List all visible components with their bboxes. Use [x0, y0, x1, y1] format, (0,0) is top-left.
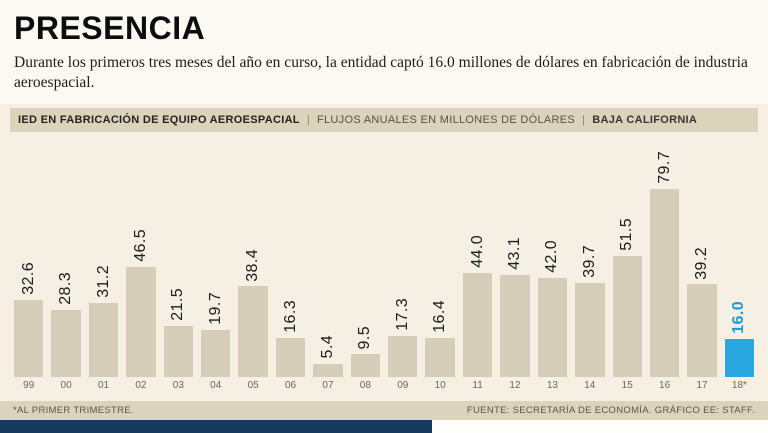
x-axis-label: 08 — [359, 379, 371, 391]
bar-value-label: 38.4 — [244, 248, 262, 282]
x-axis-label: 14 — [584, 379, 596, 391]
x-axis-label: 03 — [172, 379, 184, 391]
bar-value-label: 42.0 — [543, 240, 561, 273]
bar-value-label: 39.2 — [693, 246, 711, 280]
bar — [201, 330, 231, 377]
bar — [163, 326, 194, 377]
x-axis-label: 04 — [210, 379, 222, 391]
bar — [238, 286, 268, 377]
bar-column: 79.7 16 — [649, 151, 680, 393]
bar-value-label: 19.7 — [206, 292, 224, 326]
bottom-row — [0, 420, 768, 433]
bar — [649, 189, 680, 377]
bar — [612, 255, 642, 377]
bar-column: 39.7 14 — [575, 245, 605, 393]
x-axis-label: 15 — [621, 379, 633, 391]
bar — [126, 267, 156, 377]
x-axis-label: 11 — [472, 379, 483, 391]
x-axis-label: 17 — [696, 379, 708, 391]
subtitle: Durante los primeros tres meses del año … — [14, 53, 748, 92]
chart-units-label: FLUJOS ANUALES EN MILLONES DE DÓLARES — [317, 113, 576, 126]
source-credit: FUENTE: SECRETARÍA DE ECONOMÍA. GRÁFICO … — [466, 405, 755, 416]
bar-value-label: 9.5 — [356, 325, 374, 350]
bar — [462, 273, 493, 377]
x-axis-label: 99 — [23, 379, 35, 391]
bar — [687, 284, 717, 377]
bar-value-label: 16.0 — [730, 301, 748, 334]
page-title: PRESENCIA — [14, 10, 206, 46]
bar-value-label: 17.3 — [393, 298, 411, 331]
bar-value-label: 16.4 — [431, 300, 449, 333]
x-axis-label: 01 — [97, 379, 110, 391]
bar-column: 32.6 99 — [14, 262, 44, 393]
bar — [275, 338, 306, 377]
bar-value-label: 44.0 — [468, 235, 486, 269]
bar-value-label: 31.2 — [94, 265, 112, 299]
bar-column: 16.0 18* — [724, 301, 755, 393]
x-axis-label: 06 — [284, 379, 297, 391]
bar — [388, 335, 418, 377]
bar-column: 9.5 08 — [350, 325, 381, 394]
bar-value-label: 28.3 — [57, 272, 75, 305]
bar-column: 5.4 07 — [313, 335, 343, 393]
x-axis-label: 05 — [247, 379, 259, 391]
bar-column: 43.1 12 — [500, 237, 530, 393]
x-axis-label: 00 — [60, 379, 72, 391]
chart-header-strip: IED EN FABRICACIÓN DE EQUIPO AEROESPACIA… — [10, 107, 758, 132]
top-section: PRESENCIA Durante los primeros tres mese… — [0, 0, 768, 104]
bar-value-label: 39.7 — [580, 245, 598, 279]
separator: | — [582, 113, 586, 126]
bar-value-label: 46.5 — [131, 229, 149, 263]
x-axis-label: 12 — [509, 379, 521, 391]
bar — [575, 283, 605, 377]
bar — [350, 354, 381, 377]
bar-column: 21.5 03 — [163, 288, 194, 393]
bar — [425, 338, 455, 377]
bar-plot: 32.6 99 28.3 00 31.2 01 46.5 02 21.5 03 19.7 04 38.4… — [10, 140, 758, 394]
bar-value-label: 16.3 — [281, 300, 299, 334]
bar — [537, 277, 568, 377]
x-axis-label: 18* — [731, 379, 747, 391]
bar-column: 39.2 17 — [687, 246, 717, 394]
x-axis-label: 16 — [659, 379, 671, 391]
bar-value-label: 32.6 — [19, 262, 37, 295]
bar-value-label: 5.4 — [318, 335, 336, 359]
footnote: *AL PRIMER TRIMESTRE. — [13, 405, 134, 416]
bar-column: 28.3 00 — [51, 272, 81, 393]
x-axis-label: 13 — [546, 379, 558, 391]
chart-region-label: BAJA CALIFORNIA — [592, 113, 698, 126]
bar — [500, 275, 530, 377]
bar-value-label: 79.7 — [655, 151, 673, 185]
bar-column: 46.5 02 — [126, 229, 156, 393]
footer-strip: *AL PRIMER TRIMESTRE. FUENTE: SECRETARÍA… — [0, 401, 768, 420]
bar-column: 16.4 10 — [425, 300, 455, 393]
bar-column: 16.3 06 — [275, 300, 306, 393]
bar-value-label: 43.1 — [505, 237, 523, 271]
bar-column: 38.4 05 — [238, 248, 268, 394]
chart-section: 32.6 99 28.3 00 31.2 01 46.5 02 21.5 03 19.7 04 38.4… — [0, 132, 768, 394]
x-axis-label: 07 — [322, 379, 334, 391]
highlighted-bar — [724, 338, 755, 377]
bar-column: 17.3 09 — [388, 298, 418, 393]
bar — [51, 310, 81, 377]
separator: | — [306, 113, 310, 126]
bar-value-label: 21.5 — [169, 288, 187, 321]
x-axis-label: 02 — [135, 379, 147, 391]
x-axis-label: 09 — [397, 379, 409, 391]
bar-column: 44.0 11 — [462, 235, 493, 393]
bar-value-label: 51.5 — [618, 217, 636, 251]
bar — [88, 303, 119, 377]
x-axis-label: 10 — [434, 379, 446, 391]
bar-column: 42.0 13 — [537, 240, 568, 393]
bar — [14, 299, 44, 377]
chart-title: IED EN FABRICACIÓN DE EQUIPO AEROESPACIA… — [18, 113, 300, 126]
bar — [313, 363, 343, 377]
brand-bar — [0, 420, 432, 433]
bar-column: 31.2 01 — [88, 265, 119, 393]
bar-column: 19.7 04 — [201, 292, 231, 393]
bar-column: 51.5 15 — [612, 217, 642, 394]
